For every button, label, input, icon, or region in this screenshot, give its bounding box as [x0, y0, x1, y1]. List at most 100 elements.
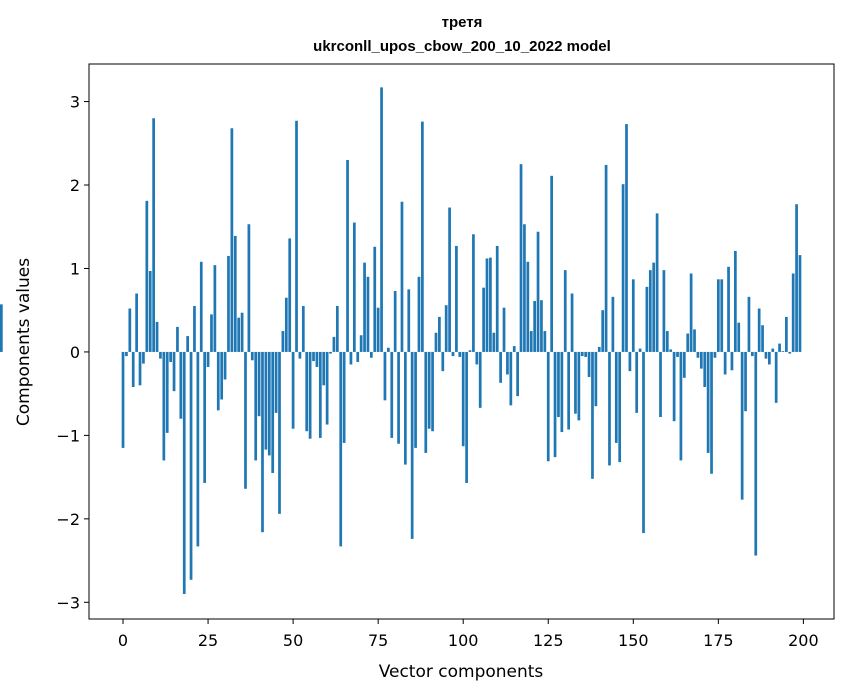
bar-35: [240, 312, 244, 352]
x-tick-label: 50: [283, 631, 303, 650]
x-tick-label: 0: [118, 631, 128, 650]
bar-100: [461, 351, 465, 447]
x-tick-label: 200: [788, 631, 819, 650]
bar-117: [519, 164, 523, 352]
bar-187: [757, 308, 761, 352]
bar-150: [631, 279, 635, 352]
bar-10: [155, 321, 159, 352]
bar-4: [135, 293, 138, 352]
bar-6: [142, 351, 145, 364]
bar-34: [237, 317, 241, 352]
bar-27: [213, 265, 217, 352]
x-tick-label: 175: [703, 631, 734, 650]
bar-77: [383, 351, 387, 401]
y-tick-label: −2: [56, 510, 80, 529]
bar-105: [478, 351, 482, 408]
bar-145: [614, 351, 618, 443]
bar-153: [642, 351, 645, 534]
bar-176: [720, 279, 724, 352]
chart-subtitle: ukrconll_upos_cbow_200_10_2022 model: [313, 38, 611, 55]
bar-93: [438, 316, 441, 352]
x-tick-label: 125: [533, 631, 564, 650]
bar-143: [608, 351, 611, 466]
bar-126: [550, 175, 554, 352]
bar-28: [216, 351, 220, 411]
bar-191: [771, 348, 775, 352]
bar-154: [645, 286, 649, 352]
bar-70: [359, 335, 363, 352]
bar-3: [131, 351, 135, 387]
bar-161: [669, 349, 673, 352]
bar-158: [659, 351, 662, 418]
bar-140: [597, 346, 601, 352]
bar-46: [278, 351, 281, 514]
bar-96: [448, 207, 451, 352]
bar-48: [284, 297, 288, 352]
bar-172: [706, 351, 710, 453]
bar-94: [441, 351, 445, 372]
bar-8: [148, 270, 152, 352]
bar-88: [421, 121, 424, 352]
bar-120: [529, 331, 533, 352]
bar-62: [332, 336, 336, 352]
bar-183: [744, 351, 747, 412]
bar-188: [761, 325, 764, 352]
bar-139: [594, 351, 598, 407]
bar-110: [495, 245, 499, 352]
bar-109: [492, 332, 496, 352]
bar-124: [543, 331, 547, 352]
bar-133: [574, 351, 577, 414]
bar-78: [387, 347, 390, 352]
bar-45: [274, 351, 278, 413]
bar-54: [305, 351, 309, 432]
bar-41: [261, 351, 264, 533]
bar-147: [621, 184, 625, 352]
bar-182: [740, 351, 744, 500]
bar-undefined: [0, 304, 3, 352]
y-tick-label: −1: [56, 426, 80, 445]
bar-164: [679, 351, 683, 461]
bar-102: [468, 350, 472, 352]
bar-56: [312, 351, 315, 362]
bar-138: [591, 351, 594, 479]
bar-14: [169, 351, 172, 362]
bar-173: [710, 351, 713, 474]
bar-156: [652, 262, 656, 352]
bar-180: [733, 250, 737, 352]
bar-108: [489, 257, 492, 352]
bar-89: [424, 351, 428, 453]
bar-84: [407, 289, 411, 352]
bar-152: [638, 348, 642, 352]
bar-146: [618, 351, 622, 463]
bar-165: [682, 351, 686, 378]
bar-66: [346, 159, 349, 352]
y-axis-label: Components values: [14, 258, 34, 426]
y-tick-label: 0: [70, 343, 80, 362]
bar-97: [451, 351, 455, 357]
bar-116: [516, 351, 519, 397]
bar-112: [502, 307, 506, 352]
y-tick-label: 2: [70, 176, 80, 195]
bar-99: [458, 351, 462, 357]
bar-91: [431, 351, 434, 432]
y-tick-label: 3: [70, 93, 80, 112]
bar-53: [301, 306, 305, 352]
bar-67: [349, 351, 353, 365]
bar-113: [506, 351, 509, 375]
bar-166: [686, 333, 690, 352]
bar-42: [264, 351, 268, 450]
bar-39: [254, 351, 258, 461]
bar-32: [230, 128, 234, 352]
bar-76: [380, 87, 383, 352]
bar-71: [363, 262, 366, 352]
bar-17: [179, 351, 183, 419]
bar-26: [210, 314, 213, 352]
bar-24: [203, 351, 207, 483]
bar-194: [781, 351, 785, 352]
bar-163: [676, 351, 679, 357]
bar-101: [465, 351, 468, 483]
bar-81: [397, 351, 400, 444]
bar-51: [295, 120, 298, 352]
bar-137: [587, 351, 591, 377]
x-tick-label: 75: [368, 631, 388, 650]
